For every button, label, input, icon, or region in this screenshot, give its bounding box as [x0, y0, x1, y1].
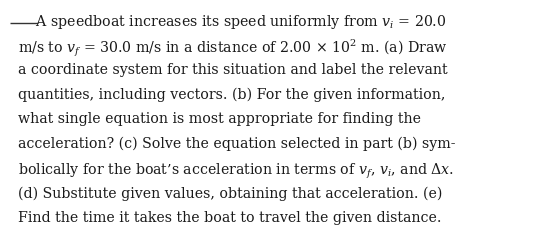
- Text: quantities, including vectors. (b) For the given information,: quantities, including vectors. (b) For t…: [18, 87, 445, 102]
- Text: a coordinate system for this situation and label the relevant: a coordinate system for this situation a…: [18, 63, 448, 77]
- Text: acceleration? (c) Solve the equation selected in part (b) sym-: acceleration? (c) Solve the equation sel…: [18, 137, 455, 151]
- Text: (d) Substitute given values, obtaining that acceleration. (e): (d) Substitute given values, obtaining t…: [18, 187, 443, 201]
- Text: m/s to $v_f$ = 30.0 m/s in a distance of 2.00 × 10$^2$ m. (a) Draw: m/s to $v_f$ = 30.0 m/s in a distance of…: [18, 38, 448, 59]
- Text: A speedboat increases its speed uniformly from $v_i$ = 20.0: A speedboat increases its speed uniforml…: [18, 13, 446, 31]
- Text: Find the time it takes the boat to travel the given distance.: Find the time it takes the boat to trave…: [18, 211, 441, 225]
- Text: bolically for the boat’s acceleration in terms of $v_f$, $v_i$, and Δ$x$.: bolically for the boat’s acceleration in…: [18, 162, 454, 181]
- Text: what single equation is most appropriate for finding the: what single equation is most appropriate…: [18, 112, 421, 126]
